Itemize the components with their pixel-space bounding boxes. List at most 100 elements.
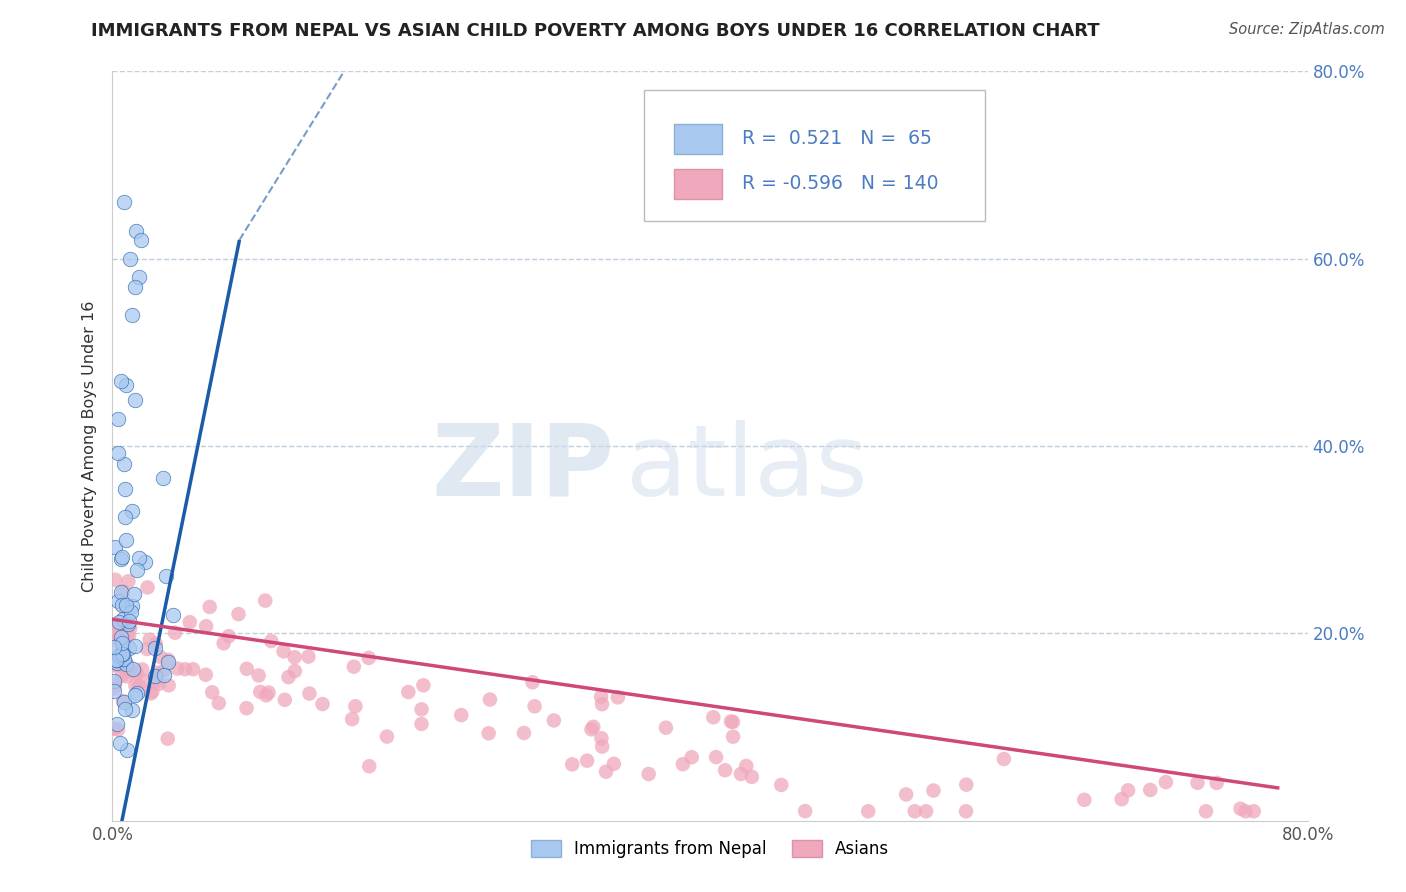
Point — [111, 694, 134, 708]
Point — [110, 551, 132, 566]
Point — [103, 684, 125, 698]
Point — [589, 690, 612, 704]
Point — [111, 669, 134, 683]
Text: R = -0.596   N = 140: R = -0.596 N = 140 — [742, 174, 939, 194]
Point — [721, 730, 744, 744]
Point — [110, 736, 132, 750]
Point — [411, 717, 433, 731]
Point — [112, 599, 135, 614]
Point — [344, 699, 367, 714]
Point — [166, 662, 188, 676]
Point — [132, 674, 155, 689]
Point — [359, 759, 381, 773]
Point — [104, 573, 127, 587]
Point — [115, 377, 138, 392]
Point — [111, 598, 134, 612]
Point — [110, 585, 132, 599]
Point — [145, 641, 167, 656]
Point — [118, 640, 141, 655]
Point — [114, 510, 136, 524]
Point — [704, 750, 727, 764]
Point — [260, 634, 283, 648]
Point — [254, 688, 277, 702]
Point — [157, 655, 180, 669]
Point — [107, 446, 129, 460]
Point — [1205, 776, 1227, 790]
Point — [122, 662, 145, 676]
Point — [114, 482, 136, 496]
Point — [148, 677, 170, 691]
Point — [143, 674, 166, 689]
Point — [114, 195, 135, 210]
Point — [153, 667, 176, 681]
Point — [155, 568, 177, 582]
Point — [111, 584, 134, 599]
Point — [125, 563, 148, 577]
Point — [591, 697, 613, 711]
Point — [157, 653, 180, 667]
Point — [143, 670, 166, 684]
Point — [228, 607, 250, 621]
Point — [582, 720, 605, 734]
Point — [249, 685, 271, 699]
Point — [522, 675, 544, 690]
Point — [131, 662, 153, 676]
Point — [904, 805, 927, 819]
Point — [162, 608, 184, 623]
Point — [735, 759, 758, 773]
Point — [115, 629, 138, 643]
Point — [955, 805, 977, 819]
Point — [915, 805, 938, 819]
Point — [257, 685, 280, 699]
Point — [1073, 793, 1095, 807]
Point — [1139, 783, 1161, 797]
Point — [128, 270, 150, 285]
Point — [115, 669, 138, 683]
Point — [146, 665, 169, 680]
Point — [112, 623, 135, 637]
Point — [110, 375, 132, 389]
Point — [124, 679, 146, 693]
Point — [125, 223, 148, 237]
Point — [112, 695, 135, 709]
Point — [138, 632, 160, 647]
Point — [513, 726, 536, 740]
Point — [721, 714, 744, 729]
Point — [595, 764, 617, 779]
Point — [141, 684, 163, 698]
Point — [254, 593, 277, 607]
Point — [794, 804, 817, 818]
Point — [136, 642, 159, 657]
Point — [770, 778, 793, 792]
Point — [152, 664, 174, 678]
Point — [274, 693, 297, 707]
Text: IMMIGRANTS FROM NEPAL VS ASIAN CHILD POVERTY AMONG BOYS UNDER 16 CORRELATION CHA: IMMIGRANTS FROM NEPAL VS ASIAN CHILD POV… — [91, 22, 1099, 40]
Point — [120, 621, 142, 635]
Text: atlas: atlas — [627, 420, 868, 517]
Point — [112, 632, 135, 647]
Point — [284, 650, 307, 665]
Point — [103, 673, 125, 688]
Point — [218, 629, 240, 643]
Point — [576, 754, 599, 768]
Point — [277, 670, 299, 684]
Point — [112, 651, 135, 665]
Legend: Immigrants from Nepal, Asians: Immigrants from Nepal, Asians — [524, 833, 896, 864]
Point — [105, 652, 128, 666]
Text: R =  0.521   N =  65: R = 0.521 N = 65 — [742, 129, 932, 148]
Point — [247, 668, 270, 682]
FancyBboxPatch shape — [644, 90, 986, 221]
Point — [1154, 775, 1177, 789]
Point — [375, 730, 398, 744]
Point — [478, 726, 501, 740]
FancyBboxPatch shape — [675, 124, 723, 153]
Point — [235, 701, 257, 715]
Point — [105, 716, 128, 731]
Point — [581, 723, 603, 737]
Point — [107, 412, 129, 426]
Point — [297, 649, 319, 664]
Point — [181, 662, 204, 676]
Point — [1243, 805, 1265, 819]
Point — [104, 623, 127, 637]
Point — [111, 636, 134, 650]
